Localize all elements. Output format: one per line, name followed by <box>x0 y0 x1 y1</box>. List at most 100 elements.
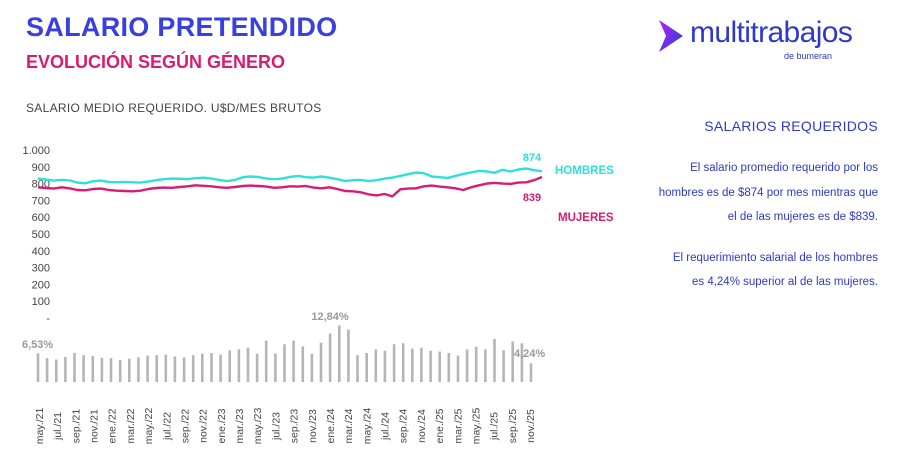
logo-wordmark: multitrabajos <box>690 16 853 49</box>
gap-bar <box>91 356 95 382</box>
x-tick-label: mar./23 <box>234 408 246 443</box>
gap-bar <box>429 350 432 382</box>
side-panel: SALARIOS REQUERIDOS El salario promedio … <box>658 118 878 311</box>
gap-bar <box>191 355 195 382</box>
gap-bar <box>146 355 149 382</box>
gap-bar <box>82 355 85 382</box>
chart-caption: SALARIO MEDIO REQUERIDO. U$D/MES BRUTOS <box>26 101 322 115</box>
gap-bar <box>338 325 341 382</box>
x-tick-label: nov./21 <box>89 409 101 443</box>
gap-bar-label: 12,84% <box>311 311 349 323</box>
page-subtitle: EVOLUCIÓN SEGÚN GÉNERO <box>26 52 286 72</box>
gap-bar <box>128 358 131 382</box>
logo-byline: de bumeran <box>784 51 833 61</box>
women-final-value-label: 839 <box>523 192 541 204</box>
x-tick-label: sep./21 <box>70 409 82 444</box>
x-tick-label: ene./22 <box>107 408 119 443</box>
gap-bar <box>219 354 222 382</box>
x-tick-label: sep./25 <box>507 409 519 444</box>
logo-chevron-icon <box>659 20 683 52</box>
x-tick-label: may./21 <box>34 408 46 445</box>
x-tick-label: jul./25 <box>489 412 501 441</box>
gap-bar <box>173 356 177 382</box>
x-tick-label: sep./22 <box>180 409 192 444</box>
gap-bar <box>347 329 350 382</box>
gap-bar <box>201 353 204 382</box>
side-panel-title: SALARIOS REQUERIDOS <box>704 118 878 134</box>
gap-bar <box>255 353 259 382</box>
gap-bar <box>55 359 58 382</box>
gap-bar <box>456 355 460 382</box>
gap-bar <box>210 353 213 382</box>
gap-bar <box>64 356 67 382</box>
gap-bar <box>155 355 158 382</box>
x-tick-label: may./24 <box>361 408 373 445</box>
gap-bar <box>264 340 268 382</box>
gap-bar <box>484 349 487 382</box>
y-tick-label: 200 <box>32 279 50 291</box>
x-tick-label: may./22 <box>143 408 155 445</box>
x-tick-label: nov./23 <box>307 409 319 443</box>
gap-bar <box>520 343 524 382</box>
gap-bar <box>356 355 359 382</box>
gap-bar <box>310 353 314 382</box>
gap-bar <box>465 349 469 382</box>
x-tick-label: ene./23 <box>216 408 228 443</box>
x-tick-label: jul./23 <box>270 412 282 441</box>
gap-bar <box>36 353 40 382</box>
gap-bar <box>246 347 250 382</box>
gap-bar <box>392 344 396 382</box>
side-panel-paragraph-2: El requerimiento salarial de los hombres… <box>672 251 878 289</box>
gap-bar <box>447 353 451 382</box>
legend-men: HOMBRES <box>555 165 614 177</box>
side-panel-paragraph-1: El salario promedio requerido por los ho… <box>658 162 878 223</box>
y-tick-label: 700 <box>32 195 50 207</box>
y-tick-label: - <box>46 313 50 325</box>
x-tick-label: mar./24 <box>343 408 355 443</box>
x-tick-label: nov./22 <box>198 409 210 443</box>
x-tick-label: sep./23 <box>289 409 301 444</box>
gap-bar-label: 4,24% <box>514 348 545 360</box>
gap-bar <box>374 349 378 382</box>
y-tick-label: 400 <box>32 246 50 258</box>
gap-bar <box>438 351 441 382</box>
y-tick-label: 1.000 <box>22 145 50 157</box>
x-tick-label: may./23 <box>252 408 264 445</box>
x-tick-label: nov./24 <box>416 409 428 443</box>
gap-bar <box>401 343 405 382</box>
gap-bar <box>45 358 49 382</box>
gap-bar <box>137 357 140 382</box>
gap-bar <box>109 358 113 382</box>
gap-bar <box>274 353 277 382</box>
x-tick-label: mar./22 <box>125 408 137 443</box>
men-final-value-label: 874 <box>523 152 542 164</box>
gap-bar <box>319 342 323 382</box>
legend-women: MUJERES <box>558 212 614 224</box>
y-tick-label: 100 <box>32 296 50 308</box>
gap-bar <box>301 346 305 382</box>
x-tick-label: nov./25 <box>525 409 537 443</box>
gap-bar <box>411 348 414 382</box>
y-tick-label: 500 <box>32 229 50 241</box>
series-line-hombres <box>37 167 543 185</box>
x-tick-label: ene./24 <box>325 408 337 443</box>
gap-bar <box>511 341 514 382</box>
gap-bar <box>182 357 186 382</box>
gap-bar <box>365 353 368 382</box>
page-title: SALARIO PRETENDIDO <box>26 12 338 42</box>
y-tick-label: 600 <box>32 212 50 224</box>
gap-bar <box>502 350 505 382</box>
gap-bar <box>100 357 104 382</box>
gap-bar <box>283 344 286 382</box>
gap-bar <box>529 363 533 382</box>
x-tick-label: ene./25 <box>434 408 446 443</box>
gap-bar <box>420 347 423 382</box>
x-tick-label: jul./21 <box>52 412 64 441</box>
x-tick-label: may./25 <box>470 408 482 445</box>
gap-bar <box>118 360 122 382</box>
y-tick-label: 300 <box>32 263 50 275</box>
gap-bar <box>237 349 241 382</box>
gap-bar-label: 6,53% <box>22 339 53 351</box>
brand-logo: multitrabajos de bumeran <box>656 14 896 64</box>
